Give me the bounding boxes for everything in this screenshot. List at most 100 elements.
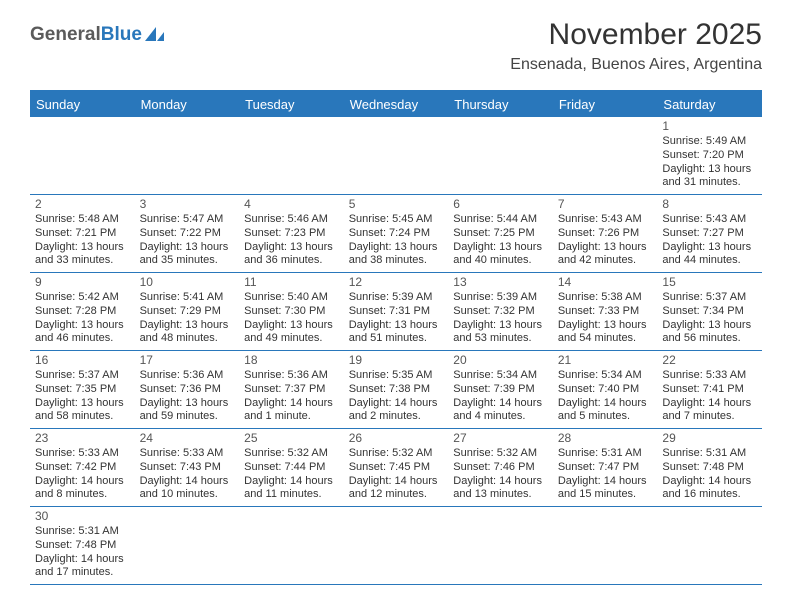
day-number: 15 xyxy=(662,275,757,290)
day-number: 14 xyxy=(558,275,653,290)
day-number: 20 xyxy=(453,353,548,368)
sunset-text: Sunset: 7:32 PM xyxy=(453,305,548,319)
sunrise-text: Sunrise: 5:32 AM xyxy=(453,447,548,461)
daylight-text: Daylight: 14 hours and 2 minutes. xyxy=(349,397,444,425)
header: GeneralBlue November 2025 Ensenada, Buen… xyxy=(0,0,792,82)
sunset-text: Sunset: 7:33 PM xyxy=(558,305,653,319)
sunset-text: Sunset: 7:24 PM xyxy=(349,227,444,241)
calendar-cell: 20Sunrise: 5:34 AMSunset: 7:39 PMDayligh… xyxy=(448,351,553,428)
sunrise-text: Sunrise: 5:36 AM xyxy=(244,369,339,383)
day-number: 30 xyxy=(35,509,130,524)
sunset-text: Sunset: 7:40 PM xyxy=(558,383,653,397)
calendar-cell: 3Sunrise: 5:47 AMSunset: 7:22 PMDaylight… xyxy=(135,195,240,272)
day-number: 1 xyxy=(662,119,757,134)
calendar-cell-empty xyxy=(30,117,135,194)
sunset-text: Sunset: 7:29 PM xyxy=(140,305,235,319)
sunrise-text: Sunrise: 5:42 AM xyxy=(35,291,130,305)
sunrise-text: Sunrise: 5:44 AM xyxy=(453,213,548,227)
logo: GeneralBlue xyxy=(30,24,168,46)
day-number: 5 xyxy=(349,197,444,212)
day-number: 18 xyxy=(244,353,339,368)
sunset-text: Sunset: 7:36 PM xyxy=(140,383,235,397)
sunrise-text: Sunrise: 5:37 AM xyxy=(662,291,757,305)
sail-icon xyxy=(144,25,168,43)
sunrise-text: Sunrise: 5:49 AM xyxy=(662,135,757,149)
calendar-cell-empty xyxy=(448,117,553,194)
calendar: SundayMondayTuesdayWednesdayThursdayFrid… xyxy=(30,90,762,585)
daylight-text: Daylight: 13 hours and 51 minutes. xyxy=(349,319,444,347)
daylight-text: Daylight: 14 hours and 7 minutes. xyxy=(662,397,757,425)
sunset-text: Sunset: 7:37 PM xyxy=(244,383,339,397)
calendar-cell: 23Sunrise: 5:33 AMSunset: 7:42 PMDayligh… xyxy=(30,429,135,506)
calendar-week: 2Sunrise: 5:48 AMSunset: 7:21 PMDaylight… xyxy=(30,195,762,273)
sunrise-text: Sunrise: 5:46 AM xyxy=(244,213,339,227)
day-number: 29 xyxy=(662,431,757,446)
day-header: Tuesday xyxy=(239,92,344,117)
day-header: Wednesday xyxy=(344,92,449,117)
sunrise-text: Sunrise: 5:31 AM xyxy=(558,447,653,461)
calendar-cell: 29Sunrise: 5:31 AMSunset: 7:48 PMDayligh… xyxy=(657,429,762,506)
calendar-body: 1Sunrise: 5:49 AMSunset: 7:20 PMDaylight… xyxy=(30,117,762,585)
sunset-text: Sunset: 7:46 PM xyxy=(453,461,548,475)
day-header: Thursday xyxy=(448,92,553,117)
daylight-text: Daylight: 14 hours and 1 minute. xyxy=(244,397,339,425)
daylight-text: Daylight: 14 hours and 11 minutes. xyxy=(244,475,339,503)
day-number: 11 xyxy=(244,275,339,290)
sunrise-text: Sunrise: 5:40 AM xyxy=(244,291,339,305)
day-number: 27 xyxy=(453,431,548,446)
sunrise-text: Sunrise: 5:36 AM xyxy=(140,369,235,383)
daylight-text: Daylight: 13 hours and 49 minutes. xyxy=(244,319,339,347)
calendar-cell-empty xyxy=(448,507,553,584)
sunrise-text: Sunrise: 5:33 AM xyxy=(662,369,757,383)
sunrise-text: Sunrise: 5:48 AM xyxy=(35,213,130,227)
sunrise-text: Sunrise: 5:32 AM xyxy=(349,447,444,461)
sunset-text: Sunset: 7:23 PM xyxy=(244,227,339,241)
sunset-text: Sunset: 7:25 PM xyxy=(453,227,548,241)
day-number: 24 xyxy=(140,431,235,446)
sunset-text: Sunset: 7:34 PM xyxy=(662,305,757,319)
sunrise-text: Sunrise: 5:38 AM xyxy=(558,291,653,305)
daylight-text: Daylight: 13 hours and 53 minutes. xyxy=(453,319,548,347)
calendar-cell: 10Sunrise: 5:41 AMSunset: 7:29 PMDayligh… xyxy=(135,273,240,350)
day-number: 9 xyxy=(35,275,130,290)
sunset-text: Sunset: 7:21 PM xyxy=(35,227,130,241)
logo-text-blue: Blue xyxy=(101,24,142,45)
daylight-text: Daylight: 14 hours and 5 minutes. xyxy=(558,397,653,425)
day-number: 8 xyxy=(662,197,757,212)
day-number: 16 xyxy=(35,353,130,368)
calendar-week: 9Sunrise: 5:42 AMSunset: 7:28 PM Daylight… xyxy=(30,273,762,351)
day-number: 6 xyxy=(453,197,548,212)
calendar-cell-empty xyxy=(239,507,344,584)
day-number: 22 xyxy=(662,353,757,368)
day-number: 25 xyxy=(244,431,339,446)
calendar-cell-empty xyxy=(553,117,658,194)
daylight-text: Daylight: 13 hours and 48 minutes. xyxy=(140,319,235,347)
calendar-cell: 7Sunrise: 5:43 AMSunset: 7:26 PMDaylight… xyxy=(553,195,658,272)
sunset-text: Sunset: 7:43 PM xyxy=(140,461,235,475)
calendar-week: 16Sunrise: 5:37 AMSunset: 7:35 PMDayligh… xyxy=(30,351,762,429)
sunset-text: Sunset: 7:31 PM xyxy=(349,305,444,319)
calendar-week: 23Sunrise: 5:33 AMSunset: 7:42 PMDayligh… xyxy=(30,429,762,507)
daylight-text: Daylight: 13 hours and 38 minutes. xyxy=(349,241,444,269)
calendar-cell: 16Sunrise: 5:37 AMSunset: 7:35 PMDayligh… xyxy=(30,351,135,428)
calendar-cell: 17Sunrise: 5:36 AMSunset: 7:36 PMDayligh… xyxy=(135,351,240,428)
calendar-cell: 28Sunrise: 5:31 AMSunset: 7:47 PMDayligh… xyxy=(553,429,658,506)
daylight-text: Daylight: 13 hours and 58 minutes. xyxy=(35,397,130,425)
day-number: 13 xyxy=(453,275,548,290)
calendar-cell: 14Sunrise: 5:38 AMSunset: 7:33 PMDayligh… xyxy=(553,273,658,350)
sunset-text: Sunset: 7:28 PM xyxy=(35,305,130,319)
day-number: 4 xyxy=(244,197,339,212)
daylight-text: Daylight: 13 hours and 54 minutes. xyxy=(558,319,653,347)
calendar-cell: 22Sunrise: 5:33 AMSunset: 7:41 PMDayligh… xyxy=(657,351,762,428)
sunrise-text: Sunrise: 5:41 AM xyxy=(140,291,235,305)
daylight-text: Daylight: 14 hours and 13 minutes. xyxy=(453,475,548,503)
sunrise-text: Sunrise: 5:39 AM xyxy=(453,291,548,305)
day-header-row: SundayMondayTuesdayWednesdayThursdayFrid… xyxy=(30,92,762,117)
daylight-text: Daylight: 13 hours and 36 minutes. xyxy=(244,241,339,269)
sunset-text: Sunset: 7:48 PM xyxy=(35,539,130,553)
day-number: 28 xyxy=(558,431,653,446)
calendar-cell: 5Sunrise: 5:45 AMSunset: 7:24 PMDaylight… xyxy=(344,195,449,272)
sunrise-text: Sunrise: 5:34 AM xyxy=(453,369,548,383)
sunset-text: Sunset: 7:44 PM xyxy=(244,461,339,475)
daylight-text: Daylight: 13 hours and 33 minutes. xyxy=(35,241,130,269)
